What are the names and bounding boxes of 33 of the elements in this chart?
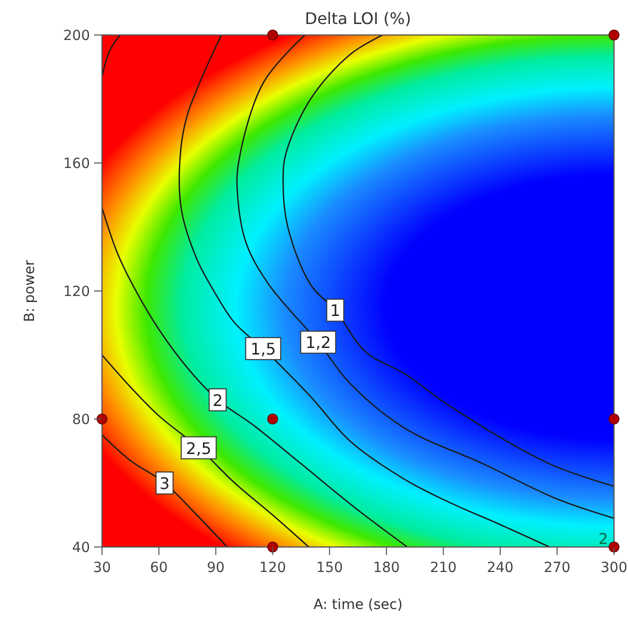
x-tick-label: 180 (373, 560, 400, 576)
y-tick-label: 160 (63, 156, 90, 172)
x-tick-label: 120 (259, 560, 286, 576)
x-tick-label: 150 (316, 560, 343, 576)
x-tick-label: 90 (206, 560, 225, 576)
point (608, 414, 620, 424)
y-axis-title: B: power (22, 260, 38, 322)
x-tick-label: 30 (93, 560, 111, 576)
line-series (178, 35, 550, 547)
line-series (102, 434, 228, 547)
y-tick-label: 80 (72, 412, 90, 428)
annotation: 2 (598, 530, 608, 548)
series-label: 3 (159, 474, 170, 493)
point (267, 30, 278, 40)
point (267, 414, 278, 424)
series-label: 1 (330, 301, 340, 320)
point (267, 542, 278, 552)
y-tick-label: 40 (72, 540, 90, 556)
x-tick-label: 60 (150, 560, 168, 576)
point (608, 542, 620, 552)
y-tick-label: 200 (63, 28, 90, 44)
x-tick-label: 240 (486, 560, 514, 576)
line-series (236, 35, 614, 519)
x-tick-label: 300 (600, 560, 628, 576)
chart-title: Delta LOI (%) (304, 9, 412, 28)
point (608, 30, 620, 40)
series-label: 2 (212, 390, 223, 410)
line-series (282, 35, 614, 487)
x-tick-label: 270 (544, 560, 570, 576)
y-tick-label: 120 (63, 284, 90, 300)
point (96, 414, 108, 424)
x-tick-label: 210 (430, 560, 457, 576)
x-axis-title: A: time (sec) (313, 597, 403, 613)
